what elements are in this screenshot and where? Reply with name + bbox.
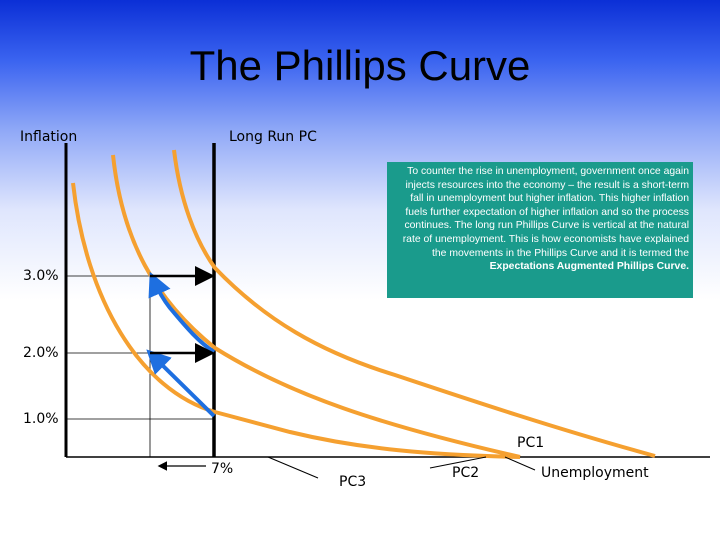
pc1-label: PC1 <box>517 435 545 451</box>
page-title: The Phillips Curve <box>189 42 531 89</box>
curve-pc1 <box>71 182 521 459</box>
pc2-connector <box>429 456 487 469</box>
pc3-connector <box>267 456 319 479</box>
y-tick-3pct: 3.0% <box>23 268 59 284</box>
pc2-label: PC2 <box>452 465 480 481</box>
unemployment-connector <box>504 456 536 471</box>
y-tick-2pct: 2.0% <box>23 345 59 361</box>
explanation-bold-term: Expectations Augmented Phillips Curve. <box>489 261 689 273</box>
curve-pc2 <box>111 154 521 459</box>
curve-pc3 <box>172 149 656 458</box>
natural-rate-label: 7% <box>211 461 234 477</box>
y-tick-1pct: 1.0% <box>23 411 59 427</box>
pc3-label: PC3 <box>339 474 367 490</box>
x-axis-label: Unemployment <box>541 465 649 481</box>
y-axis-label: Inflation <box>20 129 78 145</box>
long-run-pc-label: Long Run PC <box>229 129 317 145</box>
blue-arrow-lower <box>146 349 216 418</box>
explanation-text: To counter the rise in unemployment, gov… <box>402 166 689 259</box>
explanation-note: To counter the rise in unemployment, gov… <box>387 162 693 298</box>
blue-arrow-upper <box>148 271 216 354</box>
